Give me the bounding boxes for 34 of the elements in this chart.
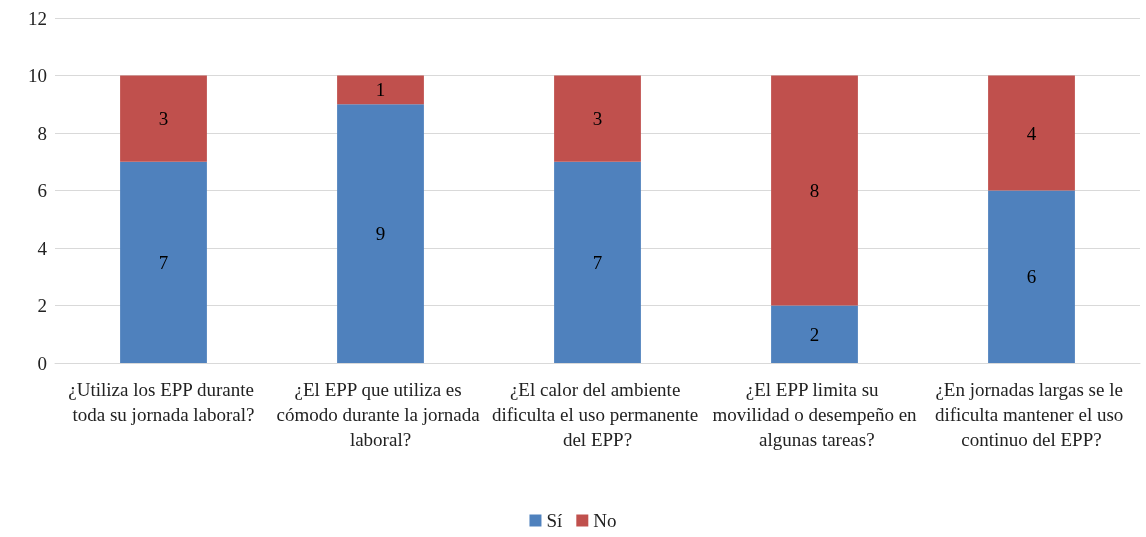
y-tick-label: 10: [28, 65, 47, 86]
data-label: 6: [1026, 266, 1037, 288]
data-label: 1: [375, 79, 386, 101]
legend-label: Sí: [546, 510, 564, 531]
data-label: 7: [158, 251, 169, 273]
bar: [988, 190, 1075, 363]
data-label: 8: [809, 180, 820, 201]
data-label: 9: [375, 223, 386, 245]
y-tick-label: 12: [28, 7, 47, 29]
bar: [120, 75, 207, 162]
y-tick-label: 8: [37, 122, 47, 144]
bar: [988, 75, 1075, 191]
x-tick-label: ¿En jornadas largas se le dificulta mantener el uso continuo del EPP?: [934, 379, 1129, 450]
x-tick-label: ¿El EPP limita su movilidad o desempeño en algunas tareas?: [712, 379, 918, 450]
data-label: 4: [1026, 122, 1037, 144]
data-label: 7: [592, 251, 603, 273]
bar: [554, 75, 641, 162]
bar: [554, 161, 641, 363]
y-tick-label: 6: [37, 180, 47, 201]
data-label: 2: [809, 323, 820, 345]
legend-label: No: [593, 510, 617, 531]
x-tick-label: ¿El EPP que utiliza es cómodo durante la jornada laboral?: [276, 379, 485, 450]
data-label: 3: [158, 108, 169, 130]
y-tick-label: 2: [37, 295, 47, 316]
data-label: 3: [592, 108, 603, 130]
x-tick-label: ¿Utiliza los EPP durante toda su jornada laboral?: [68, 379, 259, 425]
y-tick-label: 0: [37, 352, 47, 374]
x-tick-label: ¿El calor del ambiente dificulta el uso permanente del EPP?: [491, 379, 704, 450]
bar: [771, 75, 858, 306]
bar: [771, 305, 858, 363]
y-tick-label: 4: [37, 237, 48, 259]
bar: [337, 75, 424, 105]
bar: [337, 104, 424, 363]
bar: [120, 161, 207, 363]
